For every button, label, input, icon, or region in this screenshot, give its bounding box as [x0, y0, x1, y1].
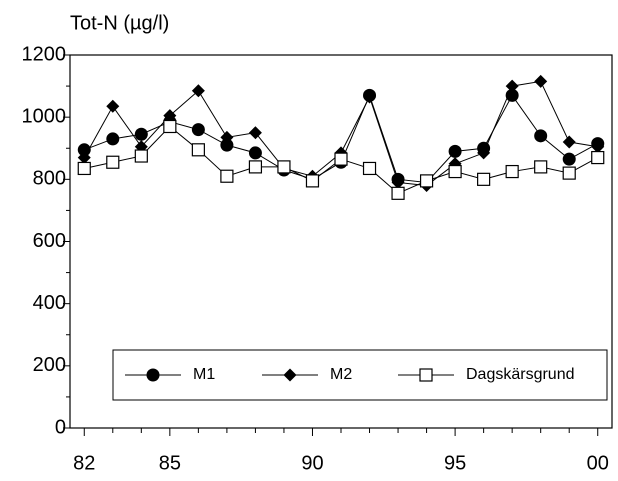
marker: [77, 161, 91, 176]
marker: [562, 152, 576, 166]
marker: [477, 146, 491, 160]
y-axis-label: Tot-N (µg/l): [70, 12, 169, 34]
y-tick-label: 1200: [22, 43, 67, 65]
legend-swatch: [146, 368, 160, 382]
marker: [591, 150, 605, 165]
marker: [419, 174, 434, 188]
marker: [562, 135, 576, 149]
y-tick-label: 1000: [22, 105, 67, 127]
legend-swatch: [419, 368, 433, 382]
marker: [363, 90, 377, 104]
marker: [106, 132, 120, 146]
marker: [220, 138, 234, 152]
legend-label: M1: [193, 366, 215, 383]
marker: [277, 160, 291, 174]
marker: [534, 160, 548, 174]
series-line: [84, 94, 598, 183]
y-tick-label: 800: [33, 168, 66, 190]
legend-marker: [419, 368, 433, 382]
marker: [191, 84, 205, 98]
x-tick-label: 85: [159, 452, 181, 474]
y-tick-label: 400: [33, 292, 66, 314]
x-tick-label: 82: [73, 452, 95, 474]
marker: [163, 119, 177, 134]
legend-box: [112, 349, 608, 401]
marker: [591, 140, 605, 154]
marker: [562, 166, 576, 180]
marker: [534, 74, 548, 88]
marker: [191, 143, 205, 157]
marker: [362, 161, 377, 176]
marker: [448, 144, 462, 158]
y-tick-label: 200: [33, 354, 66, 376]
marker: [505, 164, 519, 179]
y-tick-label: 0: [55, 416, 66, 438]
legend-marker: [283, 368, 297, 382]
marker: [391, 186, 405, 200]
marker: [77, 143, 91, 157]
y-tick-label: 600: [33, 230, 66, 252]
marker: [134, 149, 148, 163]
marker: [248, 146, 262, 160]
legend-swatch: [283, 368, 297, 382]
marker: [106, 99, 120, 113]
marker: [134, 127, 148, 141]
marker: [505, 88, 519, 102]
marker: [334, 152, 348, 166]
marker: [534, 129, 548, 143]
marker: [191, 123, 205, 137]
marker: [106, 155, 120, 169]
marker: [220, 169, 234, 183]
marker: [163, 109, 177, 123]
legend-label: M2: [330, 366, 352, 383]
marker: [305, 174, 320, 188]
marker: [505, 79, 519, 93]
marker: [477, 172, 491, 186]
marker: [248, 160, 263, 174]
marker: [448, 164, 462, 179]
x-tick-label: 90: [301, 452, 323, 474]
x-tick-label: 95: [444, 452, 466, 474]
legend-label: Dagskärsgrund: [466, 366, 575, 383]
marker: [391, 175, 405, 189]
marker: [248, 126, 262, 140]
x-tick-label: 00: [587, 452, 609, 474]
marker: [77, 151, 91, 165]
marker: [220, 130, 234, 144]
legend-marker: [146, 368, 160, 382]
